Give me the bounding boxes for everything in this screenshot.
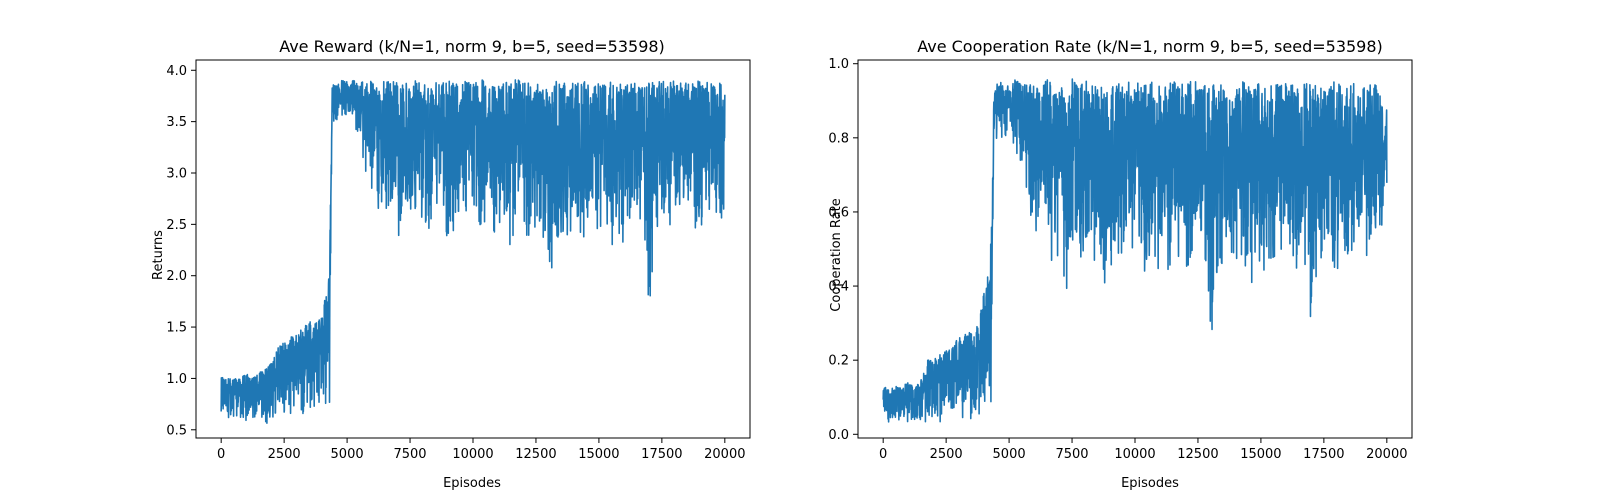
x-tick-label: 7500 [393, 447, 426, 462]
y-tick-label: 0.8 [828, 131, 849, 146]
data-line [220, 79, 726, 424]
x-tick-label: 15000 [578, 447, 619, 462]
y-tick-label: 0.4 [828, 280, 849, 295]
data-line [882, 78, 1388, 423]
y-tick-label: 0.0 [828, 428, 849, 443]
x-tick-label: 20000 [1366, 447, 1407, 462]
x-tick-label: 10000 [1114, 447, 1155, 462]
x-tick-label: 12500 [1177, 447, 1218, 462]
y-tick-label: 1.0 [166, 372, 187, 387]
x-tick-label: 17500 [641, 447, 682, 462]
y-tick-label: 2.5 [166, 218, 187, 233]
plot-area: 0 2500 5000 7500 10000 12500 15000 17500 20000 0.… [828, 57, 1413, 462]
y-tick-label: 4.0 [166, 64, 187, 79]
x-tick-label: 5000 [331, 447, 364, 462]
plot-area: 0 2500 5000 7500 10000 12500 15000 17500 20000 0.… [166, 59, 751, 462]
y-tick-label: 3.0 [166, 166, 187, 181]
cooperation-chart: Ave Cooperation Rate (k/N=1, norm 9, b=5… [828, 37, 1413, 491]
y-tick-label: 1.0 [828, 57, 849, 72]
x-tick-label: 2500 [268, 447, 301, 462]
y-tick-label: 3.5 [166, 115, 187, 130]
x-tick-label: 15000 [1240, 447, 1281, 462]
x-axis-label: Episodes [1121, 476, 1179, 491]
reward-chart: Ave Reward (k/N=1, norm 9, b=5, seed=535… [151, 37, 751, 491]
x-tick-label: 7500 [1055, 447, 1088, 462]
y-axis-label: Cooperation Rate [829, 198, 844, 311]
x-tick-label: 2500 [930, 447, 963, 462]
x-tick-label: 0 [217, 447, 225, 462]
y-tick-label: 1.5 [166, 321, 187, 336]
y-tick-label: 0.5 [166, 423, 187, 438]
y-axis-label: Returns [151, 230, 166, 280]
y-tick-label: 0.2 [828, 354, 849, 369]
x-tick-label: 5000 [993, 447, 1026, 462]
x-tick-label: 10000 [452, 447, 493, 462]
y-tick-label: 0.6 [828, 205, 849, 220]
x-tick-label: 0 [879, 447, 887, 462]
chart-title: Ave Cooperation Rate (k/N=1, norm 9, b=5… [917, 37, 1383, 56]
x-tick-label: 17500 [1303, 447, 1344, 462]
y-tick-label: 2.0 [166, 269, 187, 284]
chart-title: Ave Reward (k/N=1, norm 9, b=5, seed=535… [279, 37, 665, 56]
x-tick-label: 12500 [515, 447, 556, 462]
x-axis-label: Episodes [443, 476, 501, 491]
x-tick-label: 20000 [704, 447, 745, 462]
